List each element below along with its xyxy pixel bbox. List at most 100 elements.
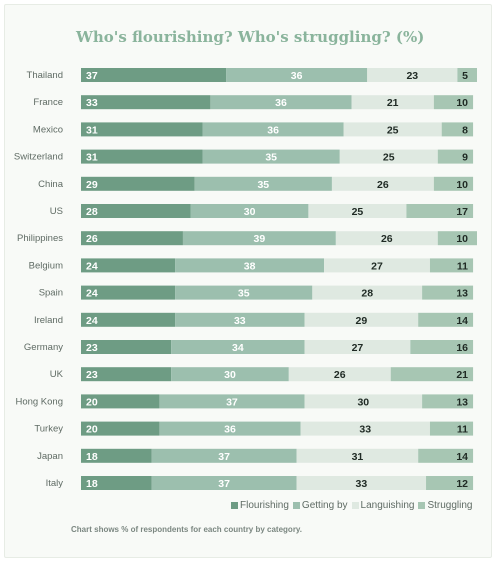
bar-segment-mexico-flourishing	[81, 122, 203, 137]
bar-segment-germany-struggling	[410, 340, 474, 354]
legend-item-getting-by: Getting by	[292, 500, 348, 511]
data-label-germany-languishing: 27	[352, 342, 364, 354]
data-label-ireland-languishing: 29	[355, 315, 367, 327]
bar-segment-france-languishing	[351, 95, 434, 110]
data-label-us-flourishing: 28	[86, 206, 98, 218]
legend-item-flourishing: Flourishing	[231, 500, 289, 511]
bar-segment-mexico-languishing	[343, 122, 442, 137]
data-label-ireland-getting-by: 33	[234, 315, 246, 327]
bar-segment-china-flourishing	[81, 176, 195, 191]
bar-segment-japan-languishing	[296, 448, 419, 463]
data-label-france-getting-by: 36	[275, 97, 287, 109]
category-label-germany: Germany	[24, 342, 63, 353]
legend-swatch-languishing	[351, 502, 359, 509]
bar-segment-switzerland-languishing	[339, 149, 438, 164]
data-label-thailand-flourishing: 37	[86, 70, 98, 82]
data-label-ireland-flourishing: 24	[86, 315, 98, 327]
chart-legend: Flourishing Getting by Languishing Struggli…	[231, 500, 472, 511]
bar-segment-germany-languishing	[304, 340, 411, 354]
data-label-us-languishing: 25	[352, 206, 364, 218]
data-label-italy-struggling: 12	[456, 478, 468, 490]
data-label-spain-flourishing: 24	[86, 288, 98, 300]
data-label-mexico-flourishing: 31	[86, 124, 98, 136]
data-label-italy-languishing: 33	[355, 478, 367, 490]
bar-segment-philippines-flourishing	[81, 231, 183, 246]
data-label-belgium-getting-by: 38	[244, 260, 256, 272]
legend-label-flourishing: Flourishing	[240, 500, 289, 511]
bar-segment-us-struggling	[406, 204, 474, 218]
bar-segment-china-struggling	[433, 176, 474, 191]
data-label-turkey-flourishing: 20	[86, 424, 98, 436]
data-label-us-getting-by: 30	[244, 206, 256, 218]
bar-segment-spain-languishing	[312, 285, 423, 300]
bar-segment-hong-kong-struggling	[422, 394, 474, 409]
data-label-china-struggling: 10	[456, 179, 468, 191]
data-label-philippines-languishing: 26	[381, 233, 393, 245]
stacked-bar-chart: Thailand 37 36 23 5 France 33 36 21 10 Mexico 31 36 2…	[14, 68, 477, 490]
bar-segment-hong-kong-flourishing	[81, 394, 160, 409]
data-label-china-flourishing: 29	[86, 179, 98, 191]
category-label-switzerland: Switzerland	[14, 152, 63, 163]
data-label-turkey-struggling: 11	[457, 424, 468, 436]
data-label-turkey-getting-by: 36	[224, 424, 236, 436]
data-label-us-struggling: 17	[456, 206, 468, 218]
chart-title: Who's flourishing? Who's struggling? (%)	[76, 28, 425, 46]
category-label-italy: Italy	[46, 478, 64, 489]
data-label-china-getting-by: 35	[257, 179, 269, 191]
category-label-hong-kong: Hong Kong	[15, 396, 63, 407]
bar-segment-italy-flourishing	[81, 476, 152, 490]
data-label-thailand-languishing: 23	[406, 70, 418, 82]
legend-item-languishing: Languishing	[351, 500, 415, 511]
bar-segment-switzerland-getting-by	[202, 149, 340, 164]
bar-segment-spain-struggling	[422, 285, 474, 300]
category-label-belgium: Belgium	[29, 260, 63, 271]
category-label-thailand: Thailand	[27, 70, 63, 81]
bar-segment-us-getting-by	[190, 204, 309, 218]
data-label-mexico-languishing: 25	[387, 124, 399, 136]
bar-segment-japan-flourishing	[81, 448, 152, 463]
bar-segment-italy-getting-by	[151, 476, 297, 490]
data-label-japan-struggling: 14	[456, 451, 468, 463]
legend-label-languishing: Languishing	[360, 500, 415, 511]
bar-segment-uk-languishing	[288, 367, 391, 382]
category-label-japan: Japan	[37, 451, 63, 462]
bar-segment-ireland-struggling	[418, 312, 474, 327]
bar-segment-us-languishing	[308, 204, 407, 218]
data-label-thailand-getting-by: 36	[291, 70, 303, 82]
bar-segment-spain-flourishing	[81, 285, 176, 300]
bar-segment-belgium-languishing	[324, 258, 430, 273]
bar-segment-thailand-languishing	[367, 68, 458, 82]
data-label-philippines-getting-by: 39	[254, 233, 266, 245]
data-label-philippines-struggling: 10	[456, 233, 468, 245]
category-label-philippines: Philippines	[17, 233, 63, 244]
chart-footnote: Chart shows % of respondents for each co…	[71, 525, 303, 534]
legend-label-getting-by: Getting by	[301, 500, 348, 511]
bar-segment-spain-getting-by	[175, 285, 313, 300]
bar-segment-turkey-getting-by	[159, 421, 301, 436]
data-label-ireland-struggling: 14	[456, 315, 468, 327]
data-label-china-languishing: 26	[377, 179, 389, 191]
data-label-hong-kong-struggling: 13	[456, 396, 468, 408]
bar-segment-switzerland-struggling	[437, 149, 474, 164]
data-label-germany-flourishing: 23	[86, 342, 98, 354]
bar-segment-mexico-getting-by	[202, 122, 344, 137]
bar-segment-uk-getting-by	[171, 367, 289, 382]
bar-segment-italy-struggling	[426, 476, 474, 490]
category-label-turkey: Turkey	[34, 424, 63, 435]
bar-segment-france-flourishing	[81, 95, 211, 110]
data-label-belgium-languishing: 27	[371, 260, 383, 272]
bar-segment-philippines-getting-by	[182, 231, 336, 246]
category-label-china: China	[38, 179, 64, 190]
bar-segment-germany-getting-by	[171, 340, 305, 354]
data-label-france-languishing: 21	[387, 97, 399, 109]
bar-segment-hong-kong-getting-by	[159, 394, 305, 409]
data-label-uk-flourishing: 23	[86, 369, 98, 381]
legend-swatch-struggling	[418, 502, 426, 509]
bar-segment-hong-kong-languishing	[304, 394, 423, 409]
data-label-japan-flourishing: 18	[86, 451, 98, 463]
data-label-germany-getting-by: 34	[232, 342, 244, 354]
bar-segment-philippines-languishing	[335, 231, 438, 246]
bar-segment-belgium-getting-by	[175, 258, 325, 273]
data-label-spain-getting-by: 35	[238, 288, 250, 300]
category-label-spain: Spain	[39, 288, 63, 299]
